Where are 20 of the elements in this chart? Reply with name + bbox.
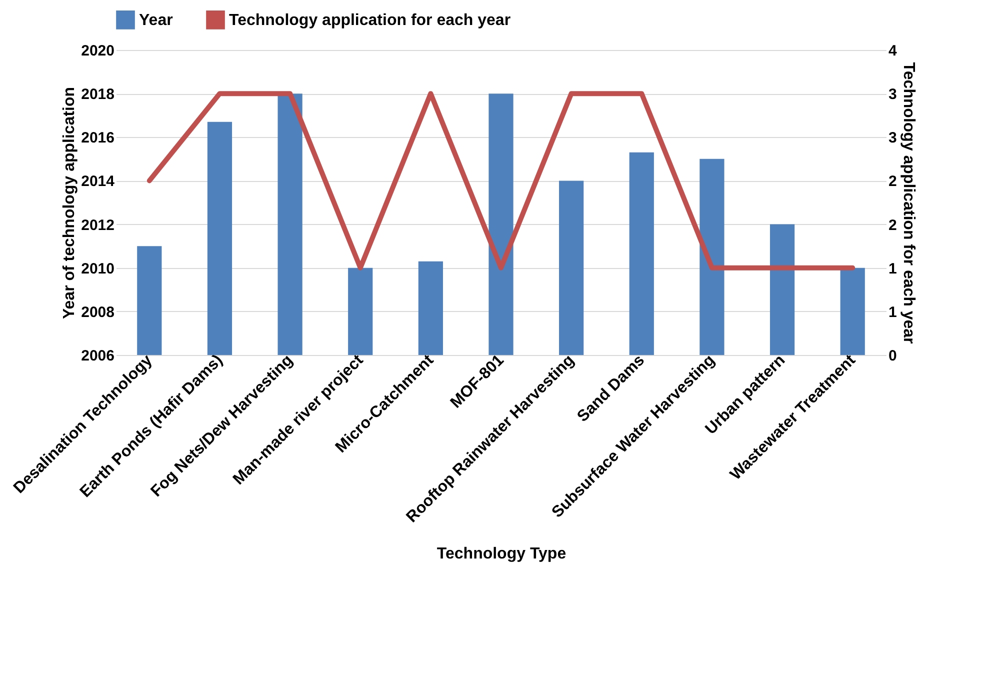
y-tick-label: 2018 (81, 86, 114, 104)
y-axis-title: Year of technology application (61, 86, 78, 320)
x-axis-title: Technology Type (436, 545, 566, 562)
y2-axis-title: Technology application for each year (900, 62, 917, 344)
y2-tick-label: 3 (888, 86, 897, 104)
y-tick-label: 2020 (81, 42, 114, 60)
legend-label: Year (139, 12, 173, 29)
y2-tick-label: 2 (888, 173, 897, 190)
y2-tick-label: 0 (888, 348, 897, 364)
y2-tick-label: 2 (888, 216, 897, 234)
y2-tick-label: 3 (888, 130, 897, 147)
legend-label: Technology application for each year (229, 12, 511, 29)
y-tick-label: 2016 (81, 130, 114, 147)
y2-tick-label: 1 (888, 304, 897, 321)
y-tick-label: 2010 (81, 260, 114, 278)
y-tick-label: 2008 (81, 304, 114, 321)
y2-tick-label: 1 (888, 260, 897, 278)
y-tick-label: 2014 (81, 173, 116, 190)
y2-tick-label: 4 (888, 42, 898, 60)
y-tick-label: 2012 (81, 216, 114, 234)
